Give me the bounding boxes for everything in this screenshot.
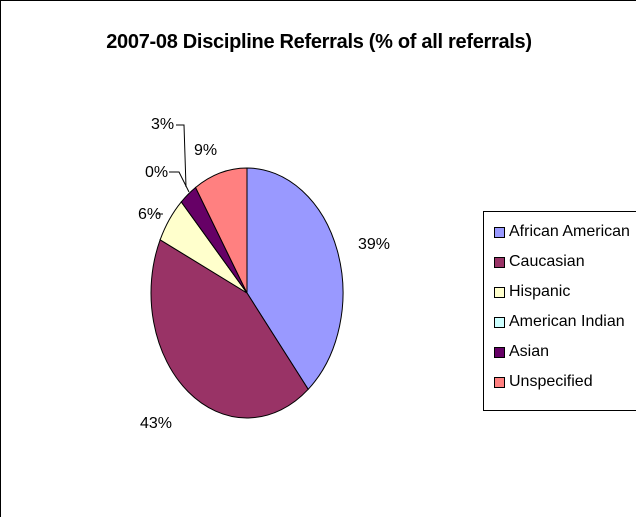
pie-slice-african-american bbox=[246, 167, 344, 391]
pie-slice-caucasian bbox=[150, 239, 309, 419]
slice-label-african-american: 39% bbox=[358, 236, 390, 253]
slice-label-hispanic: 6% bbox=[138, 206, 161, 223]
legend-label: Unspecified bbox=[509, 373, 593, 390]
legend-swatch bbox=[494, 256, 505, 268]
legend-swatch bbox=[494, 286, 505, 298]
slice-label-asian: 3% bbox=[151, 116, 174, 133]
legend-label: Asian bbox=[509, 343, 550, 360]
legend-item-african-american: African American bbox=[494, 222, 630, 242]
legend-swatch bbox=[494, 346, 505, 358]
pie-slice-unspecified bbox=[194, 167, 248, 294]
legend: African American Caucasian Hispanic Amer… bbox=[483, 211, 636, 411]
legend-swatch bbox=[494, 376, 505, 388]
legend-item-caucasian: Caucasian bbox=[494, 252, 585, 272]
legend-label: African American bbox=[509, 223, 630, 240]
legend-swatch bbox=[494, 226, 505, 238]
legend-swatch bbox=[494, 316, 505, 328]
slice-label-caucasian: 43% bbox=[140, 415, 172, 432]
legend-item-american-indian: American Indian bbox=[494, 312, 625, 332]
leader-line bbox=[176, 124, 187, 188]
chart-title: 2007-08 Discipline Referrals (% of all r… bbox=[106, 31, 532, 53]
legend-item-asian: Asian bbox=[494, 342, 549, 362]
legend-label: Hispanic bbox=[509, 283, 571, 300]
slice-label-american-indian: 0% bbox=[145, 164, 168, 181]
slice-label-unspecified: 9% bbox=[194, 142, 217, 159]
legend-item-unspecified: Unspecified bbox=[494, 372, 593, 392]
legend-label: American Indian bbox=[509, 313, 625, 330]
legend-item-hispanic: Hispanic bbox=[494, 282, 570, 302]
legend-label: Caucasian bbox=[509, 253, 585, 270]
